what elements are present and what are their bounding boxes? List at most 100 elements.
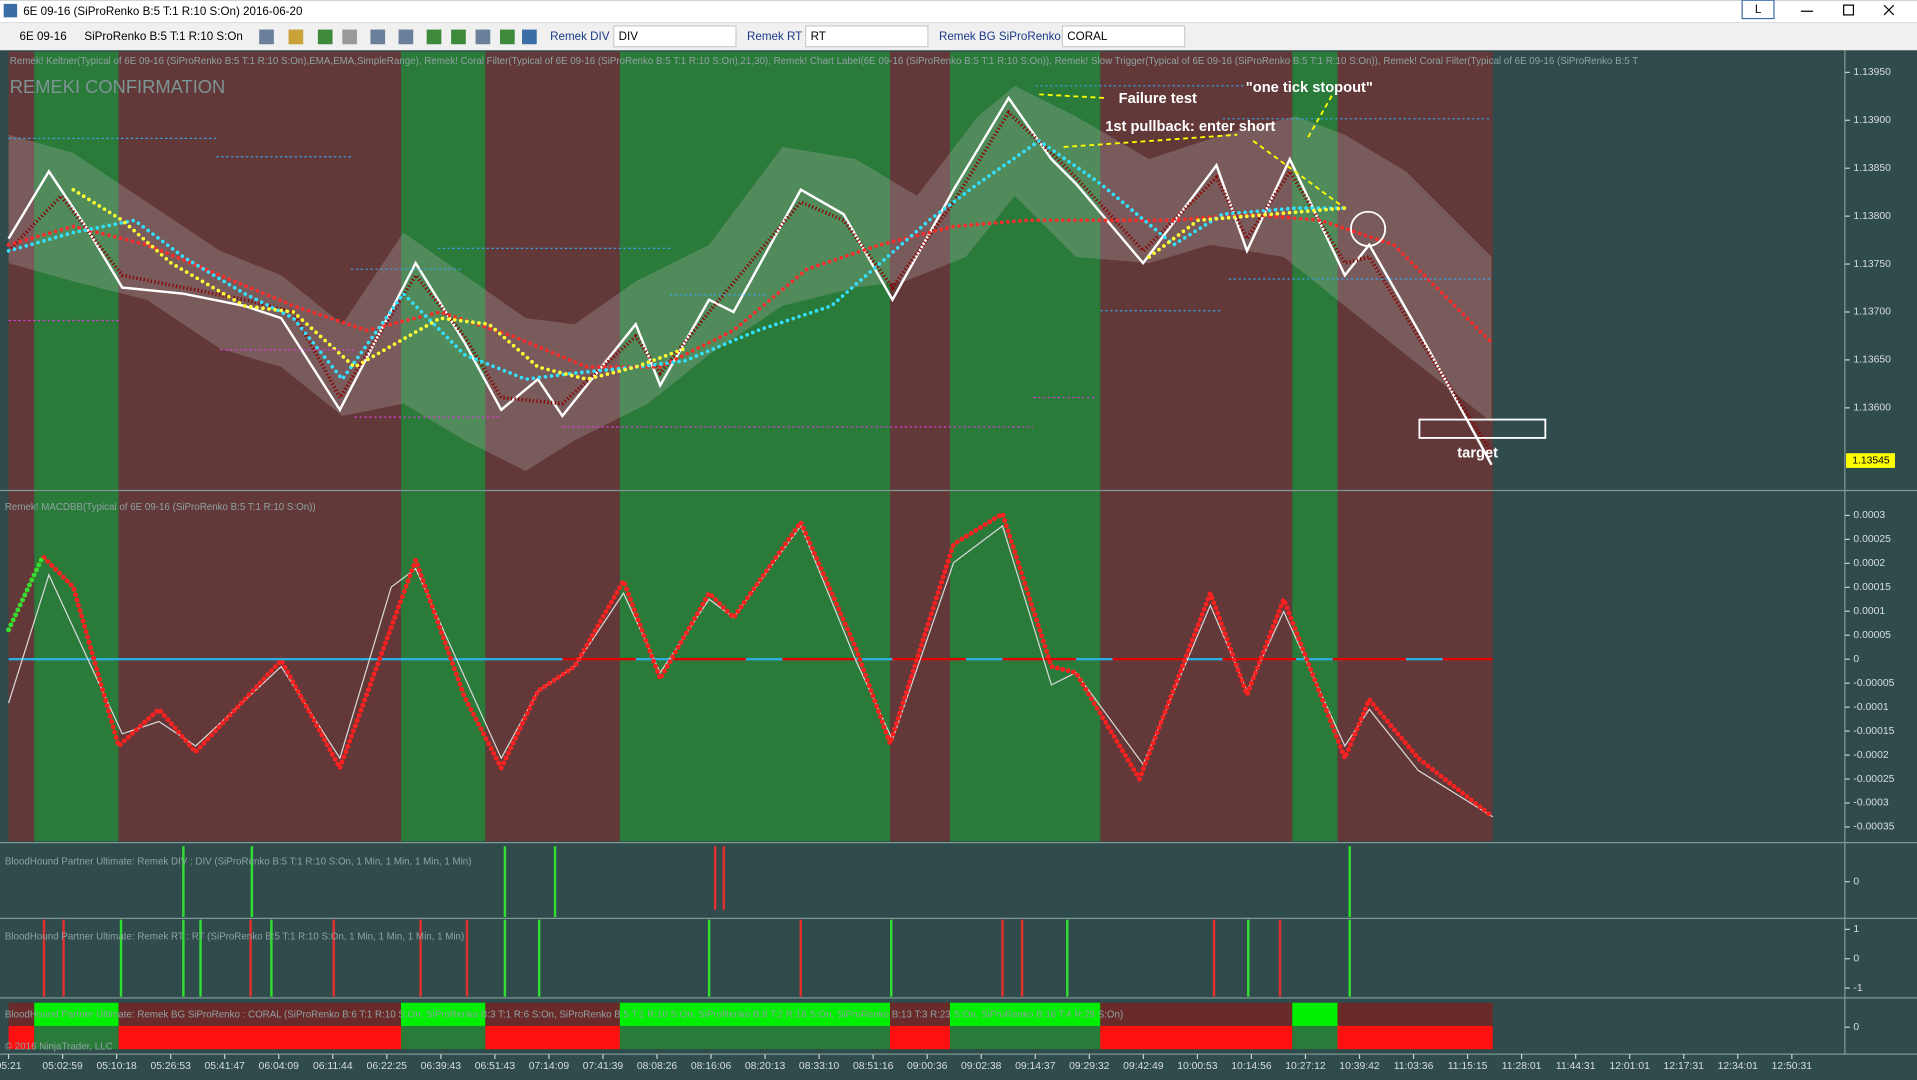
x-tick-label: 08:33:10 [799, 1061, 840, 1072]
window-title: 6E 09-16 (SiProRenko B:5 T:1 R:10 S:On) … [23, 5, 302, 18]
div-dropdown[interactable] [613, 25, 737, 48]
band [485, 51, 620, 842]
band [8, 51, 35, 842]
band [619, 51, 891, 842]
x-tick-label: 10:14:56 [1231, 1061, 1272, 1072]
price-panel-label: Remek! Keltner(Typical of 6E 09-16 (SiPr… [10, 56, 1638, 67]
watermark: REMEKI CONFIRMATION [10, 76, 226, 97]
x-tick-label: 08:20:13 [745, 1061, 786, 1072]
close[interactable] [1883, 4, 1895, 16]
bg-bar [485, 1002, 620, 1026]
annotation: 1st pullback: enter short [1105, 119, 1275, 135]
bg-bar [1100, 1025, 1293, 1050]
bg-bar [1292, 1002, 1338, 1026]
maximize[interactable] [1843, 4, 1855, 16]
x-tick-label: 06:22:25 [367, 1061, 408, 1072]
bg-bar [401, 1002, 486, 1026]
bg-bar [1292, 1025, 1338, 1050]
annotation: target [1457, 446, 1498, 462]
x-tick-label: 05:41:47 [205, 1061, 246, 1072]
y-tick-label: 0 [1853, 953, 1859, 964]
rt-panel-label: BloodHound Partner Ultimate: Remek RT : … [5, 931, 464, 942]
x-tick-label: 07:14:09 [529, 1061, 570, 1072]
bg-panel-label: BloodHound Partner Ultimate: Remek BG Si… [5, 1010, 1123, 1021]
x-tick-label: 10:39:42 [1339, 1061, 1380, 1072]
instrument-select[interactable]: 6E 09-16 [20, 30, 67, 43]
y-tick-label: 0 [1853, 1022, 1859, 1033]
bg-bar [8, 1025, 35, 1050]
bar-type-select[interactable]: SiProRenko B:5 T:1 R:10 S:On [84, 30, 243, 43]
signal-spikes [42, 846, 1351, 997]
session-bands [8, 51, 1493, 842]
div-label: Remek DIV [550, 30, 610, 43]
x-tick-label: 09:14:37 [1015, 1061, 1056, 1072]
y-tick-label: 0 [1853, 654, 1859, 665]
x-tick-label: 12:17:31 [1664, 1061, 1705, 1072]
title-bar [0, 0, 1917, 23]
x-tick-label: 09:00:36 [907, 1061, 948, 1072]
bg-label: Remek BG SiProRenko [939, 30, 1061, 43]
toolbar-icons[interactable] [259, 29, 537, 45]
bg-bar [118, 1002, 402, 1026]
y-tick-label: -0.00015 [1853, 726, 1894, 737]
bg-bar [1100, 1002, 1293, 1026]
last-price-label: 1.13545 [1852, 455, 1890, 466]
y-tick-label: 0.00005 [1853, 630, 1891, 641]
y-tick-label: 1.13950 [1853, 67, 1891, 78]
bg-bar [949, 1002, 1101, 1026]
band [1292, 51, 1338, 842]
x-tick-label: 10:00:53 [1177, 1061, 1218, 1072]
bg-bar [34, 1025, 119, 1050]
panel-separators [0, 50, 1917, 1055]
x-tick-label: 08:08:26 [637, 1061, 678, 1072]
y-tick-label: -0.00005 [1853, 678, 1894, 689]
macd-lines [6, 509, 1496, 820]
x-tick-label: 06:11:44 [313, 1061, 353, 1072]
bg-dropdown[interactable] [1061, 25, 1186, 48]
bg-bar [949, 1025, 1101, 1050]
x-tick-label: 07:41:39 [583, 1061, 624, 1072]
x-tick-label: 08:16:06 [691, 1061, 732, 1072]
y-tick-label: 1.13750 [1853, 259, 1891, 270]
bg-bar [619, 1002, 891, 1026]
copyright: © 2016 NinjaTrader, LLC [5, 1041, 113, 1052]
y-tick-label: 1 [1853, 924, 1859, 935]
bg-bar [401, 1025, 486, 1050]
rt-dropdown[interactable] [805, 25, 929, 48]
y-tick-label: -0.0002 [1853, 750, 1888, 761]
bg-bar [1337, 1002, 1493, 1026]
y-tick-label: 1.13700 [1853, 307, 1891, 318]
badge: L [1755, 3, 1762, 16]
x-tick-label: 09:42:49 [1123, 1061, 1164, 1072]
y-tick-label: -1 [1853, 983, 1862, 994]
x-tick-label: 05:21 [0, 1061, 22, 1072]
x-tick-label: 11:44:31 [1556, 1061, 1596, 1072]
x-tick-label: 10:27:12 [1285, 1061, 1326, 1072]
div-panel-label: BloodHound Partner Ultimate: Remek DIV :… [5, 857, 472, 868]
bg-bar [34, 1002, 119, 1026]
bg-bar [118, 1025, 402, 1050]
annotation: Failure test [1119, 91, 1197, 107]
x-tick-label: 11:15:15 [1448, 1061, 1488, 1072]
bg-bar [890, 1002, 950, 1026]
annotation: "one tick stopout" [1246, 80, 1373, 96]
y-tick-label: 1.13900 [1853, 115, 1891, 126]
x-tick-label: 05:02:59 [42, 1061, 83, 1072]
rt-value: RT [811, 30, 826, 43]
x-tick-label: 06:51:43 [475, 1061, 516, 1072]
y-tick-label: -0.0001 [1853, 702, 1888, 713]
bg-bar [8, 1002, 35, 1026]
bg-bar [485, 1025, 620, 1050]
bg-value: CORAL [1067, 30, 1108, 43]
badge-button[interactable] [1741, 0, 1775, 20]
x-tick-label: 09:29:32 [1069, 1061, 1110, 1072]
y-tick-label: 0 [1853, 876, 1859, 887]
y-tick-label: -0.00025 [1853, 774, 1894, 785]
price-overlays [6, 85, 1547, 471]
y-tick-label: 1.13800 [1853, 211, 1891, 222]
x-tick-label: 12:50:31 [1772, 1061, 1813, 1072]
bg-bar [890, 1025, 950, 1050]
y-tick-label: 1.13650 [1853, 355, 1891, 366]
